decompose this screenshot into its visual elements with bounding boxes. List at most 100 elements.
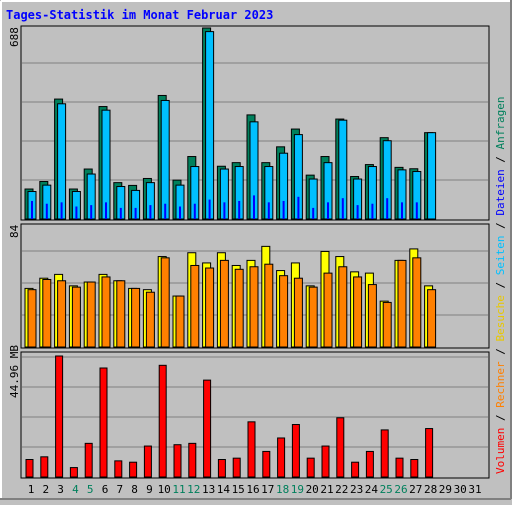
day-label: 15 bbox=[232, 483, 245, 496]
bar-rechner bbox=[427, 289, 437, 348]
legend-seiten: Seiten bbox=[494, 236, 507, 276]
legend-sep-2: / bbox=[494, 342, 507, 362]
bar-volumen bbox=[395, 457, 404, 478]
bar-rechner bbox=[175, 295, 185, 348]
chart-title: Tages-Statistik im Monat Februar 2023 bbox=[6, 8, 273, 22]
bar-volumen bbox=[262, 450, 271, 478]
bar-volumen bbox=[425, 428, 434, 478]
bar-volumen bbox=[247, 421, 256, 478]
legend-dateien: Dateien bbox=[494, 169, 507, 215]
bar-rechner bbox=[279, 275, 289, 348]
day-label: 14 bbox=[217, 483, 231, 496]
day-label: 29 bbox=[439, 483, 452, 496]
bar-volumen bbox=[203, 379, 212, 478]
bar-volumen bbox=[277, 437, 286, 478]
bar-dateien bbox=[415, 202, 418, 219]
bar-dateien bbox=[341, 198, 344, 219]
bar-volumen bbox=[173, 444, 182, 478]
legend-rechner: Rechner bbox=[494, 361, 507, 408]
day-label: 2 bbox=[42, 483, 49, 496]
day-label: 8 bbox=[131, 483, 138, 496]
bar-dateien bbox=[371, 203, 374, 219]
bar-rechner bbox=[27, 289, 37, 348]
bar-dateien bbox=[223, 202, 226, 219]
day-label: 22 bbox=[335, 483, 348, 496]
bar-volumen bbox=[291, 424, 300, 478]
bar-rechner bbox=[412, 257, 422, 348]
day-label: 26 bbox=[394, 483, 407, 496]
day-label: 3 bbox=[57, 483, 64, 496]
bar-volumen bbox=[188, 442, 197, 478]
day-label: 4 bbox=[72, 483, 79, 496]
bar-rechner bbox=[190, 264, 200, 348]
bar-volumen bbox=[336, 417, 345, 478]
bar-volumen bbox=[99, 367, 108, 478]
bar-rechner bbox=[145, 291, 155, 348]
bar-rechner bbox=[42, 278, 52, 348]
bar-volumen bbox=[217, 459, 226, 478]
legend-volumen: Volumen bbox=[494, 428, 507, 474]
day-label: 30 bbox=[454, 483, 467, 496]
bar-volumen bbox=[321, 445, 330, 478]
bar-dateien bbox=[238, 200, 241, 219]
bar-rechner bbox=[293, 277, 303, 348]
bar-rechner bbox=[397, 259, 407, 348]
bar-rechner bbox=[71, 286, 81, 348]
day-label: 7 bbox=[116, 483, 123, 496]
bar-volumen bbox=[114, 460, 123, 478]
bar-volumen bbox=[55, 355, 64, 478]
bar-dateien bbox=[119, 207, 122, 219]
day-label: 18 bbox=[276, 483, 289, 496]
bar-dateien bbox=[386, 198, 389, 219]
bar-dateien bbox=[60, 202, 63, 219]
bar-volumen bbox=[380, 429, 389, 478]
day-label: 19 bbox=[291, 483, 304, 496]
bar-dateien bbox=[45, 203, 48, 219]
bar-dateien bbox=[327, 202, 329, 219]
bar-rechner bbox=[308, 286, 318, 348]
day-label: 11 bbox=[172, 483, 185, 496]
day-labels: 1 2 3 4 5 6 7 8 9 10 11 12 13 14 15 16 17 18 19 20 21 22 23 24 2… bbox=[28, 483, 482, 496]
bar-dateien bbox=[164, 203, 167, 219]
day-label: 31 bbox=[468, 483, 481, 496]
day-label: 27 bbox=[409, 483, 422, 496]
bar-volumen bbox=[129, 461, 138, 478]
day-label: 20 bbox=[306, 483, 319, 496]
bar-dateien bbox=[282, 200, 285, 219]
bar-rechner bbox=[57, 280, 67, 348]
bar-rechner bbox=[101, 276, 111, 348]
y-max-label-volume: 44.96 MB bbox=[8, 345, 21, 398]
bar-volumen bbox=[365, 450, 374, 478]
bar-seiten bbox=[57, 103, 67, 220]
bar-volumen bbox=[232, 457, 241, 478]
day-label: 17 bbox=[261, 483, 274, 496]
day-label: 9 bbox=[146, 483, 153, 496]
y-max-label-visits: 84 bbox=[8, 224, 21, 238]
bar-rechner bbox=[219, 259, 229, 348]
bar-dateien bbox=[401, 202, 403, 219]
bar-seiten bbox=[205, 31, 215, 220]
legend-sep-1: / bbox=[494, 408, 507, 428]
bar-rechner bbox=[249, 266, 259, 348]
bar-dateien bbox=[31, 200, 33, 219]
bar-rechner bbox=[367, 284, 377, 348]
bar-seiten bbox=[427, 132, 437, 220]
day-label: 25 bbox=[380, 483, 393, 496]
bar-dateien bbox=[179, 206, 181, 219]
bar-volumen bbox=[351, 461, 360, 478]
bar-rechner bbox=[353, 276, 363, 348]
y-max-label-hits: 688 bbox=[8, 27, 21, 47]
bar-dateien bbox=[312, 207, 315, 219]
day-label: 21 bbox=[320, 483, 333, 496]
day-label: 10 bbox=[158, 483, 171, 496]
bar-seiten bbox=[160, 99, 170, 220]
legend-sep-3: / bbox=[494, 275, 507, 295]
bar-dateien bbox=[149, 205, 152, 219]
bar-dateien bbox=[297, 196, 300, 219]
bar-rechner bbox=[323, 272, 333, 348]
bar-rechner bbox=[86, 281, 96, 348]
bar-dateien bbox=[134, 207, 137, 219]
day-label: 16 bbox=[246, 483, 259, 496]
bar-rechner bbox=[205, 267, 215, 348]
